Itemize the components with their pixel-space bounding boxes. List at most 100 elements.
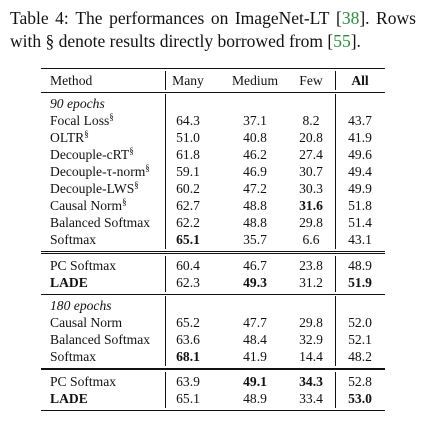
cell-all: 52.0 [348, 314, 372, 330]
cell-few: 30.3 [299, 181, 323, 196]
borrowed-result-mark: § [84, 129, 89, 139]
caption-line-2: with § denote results directly borrowed … [10, 31, 361, 51]
cell-medium: 40.8 [243, 130, 267, 145]
cell-all: 51.8 [348, 198, 372, 213]
cell-many: 64.3 [176, 113, 200, 128]
cell-many: 60.2 [176, 181, 200, 196]
section-label: 90 epochs [50, 96, 105, 111]
cell-medium: 41.9 [243, 348, 267, 364]
table-rule [41, 252, 385, 254]
caption-word: on [210, 8, 229, 28]
cell-few: 34.3 [299, 374, 323, 389]
cell-all: 48.2 [348, 348, 372, 364]
caption-word: The [75, 8, 103, 28]
cell-few: 29.8 [299, 314, 323, 330]
citation-link[interactable]: 55 [333, 31, 351, 51]
cell-many: 62.7 [176, 198, 200, 213]
table-rule [41, 92, 385, 93]
cell-medium: 49.1 [243, 374, 267, 389]
caption-word: [38]. [335, 8, 370, 28]
cell-few: 31.2 [299, 274, 323, 290]
column-separator [335, 255, 336, 292]
table-rule [41, 251, 385, 252]
method-name: Balanced Softmax [50, 215, 151, 230]
column-separator [165, 94, 166, 249]
cell-many: 65.1 [176, 232, 200, 247]
method-name: Causal Norm§ [50, 197, 127, 214]
cell-all: 48.9 [348, 257, 372, 273]
cell-medium: 47.7 [243, 314, 267, 330]
cell-all: 51.9 [348, 274, 372, 290]
cell-few: 8.2 [302, 113, 320, 128]
header-few: Few [299, 73, 323, 88]
cell-few: 20.8 [299, 130, 323, 145]
cell-many: 63.9 [176, 374, 200, 389]
borrowed-result-mark: § [129, 146, 134, 156]
table-row-ours: LADE 65.1 48.9 33.4 53.0 [41, 390, 385, 407]
column-separator [335, 295, 336, 366]
header-many: Many [172, 73, 204, 88]
caption-word: Rows [376, 8, 416, 28]
cell-many: 63.6 [176, 331, 200, 347]
section-header-row: 180 epochs [41, 297, 385, 314]
method-name: Focal Loss§ [50, 112, 114, 129]
cell-few: 23.8 [299, 257, 323, 273]
borrowed-result-mark: § [122, 197, 127, 207]
cell-all: 41.9 [348, 130, 372, 145]
column-separator [165, 255, 166, 292]
cell-medium: 48.9 [243, 391, 267, 406]
table-rule [41, 68, 385, 70]
caption-word: Table [10, 8, 49, 28]
method-name: LADE [50, 274, 88, 290]
table-row-ours: LADE 62.3 49.3 31.2 51.9 [41, 274, 385, 291]
cell-few: 14.4 [299, 348, 323, 364]
method-name: Balanced Softmax [50, 331, 151, 347]
cell-all: 43.1 [348, 232, 372, 247]
table-header-row: Method Many Medium Few All [41, 72, 385, 89]
header-method: Method [50, 73, 93, 88]
cell-few: 6.6 [302, 232, 320, 247]
cell-medium: 46.2 [243, 147, 267, 162]
column-separator [335, 94, 336, 249]
table-row: Softmax 68.1 41.9 14.4 48.2 [41, 348, 385, 365]
cell-many: 61.8 [176, 147, 200, 162]
caption-word: performances [109, 8, 205, 28]
caption-line-1: Table 4: The performances on ImageNet-LT… [10, 7, 416, 30]
cell-few: 33.4 [299, 391, 323, 406]
cell-few: 32.9 [299, 331, 323, 347]
caption-word: ImageNet-LT [234, 8, 330, 28]
cell-all: 49.6 [348, 147, 372, 162]
method-name: OLTR§ [50, 129, 89, 146]
header-medium: Medium [231, 73, 279, 88]
cell-many: 51.0 [176, 130, 200, 145]
table-row: Decouple-τ-norm§ 59.1 46.9 30.7 49.4 [41, 163, 385, 180]
borrowed-result-mark: § [134, 180, 139, 190]
method-name: Decouple-LWS§ [50, 180, 139, 197]
cell-medium: 49.3 [243, 274, 267, 290]
method-name: Softmax [50, 232, 97, 247]
caption-word: 4: [55, 8, 69, 28]
table-row: Causal Norm 65.2 47.7 29.8 52.0 [41, 314, 385, 331]
cell-few: 30.7 [299, 164, 323, 179]
table-row-ours: PC Softmax 63.9 49.1 34.3 52.8 [41, 373, 385, 390]
cell-all: 49.4 [348, 164, 372, 179]
table-rule [41, 410, 385, 412]
cell-medium: 35.7 [243, 232, 267, 247]
cell-many: 62.3 [176, 274, 200, 290]
column-separator [335, 372, 336, 408]
column-separator [165, 372, 166, 408]
table-rule [41, 367, 385, 369]
cell-many: 60.4 [176, 257, 200, 273]
method-name: PC Softmax [50, 257, 117, 273]
cell-medium: 37.1 [243, 113, 267, 128]
table-rule [41, 369, 385, 370]
cell-all: 52.8 [348, 374, 372, 389]
cell-all: 43.7 [348, 113, 372, 128]
method-name: Decouple-τ-norm§ [50, 163, 150, 180]
method-name: PC Softmax [50, 374, 117, 389]
table-row: OLTR§ 51.0 40.8 20.8 41.9 [41, 129, 385, 146]
header-all: All [351, 73, 369, 88]
cell-medium: 48.8 [243, 215, 267, 230]
citation-link[interactable]: 38 [341, 8, 360, 28]
cell-many: 65.1 [176, 391, 200, 406]
